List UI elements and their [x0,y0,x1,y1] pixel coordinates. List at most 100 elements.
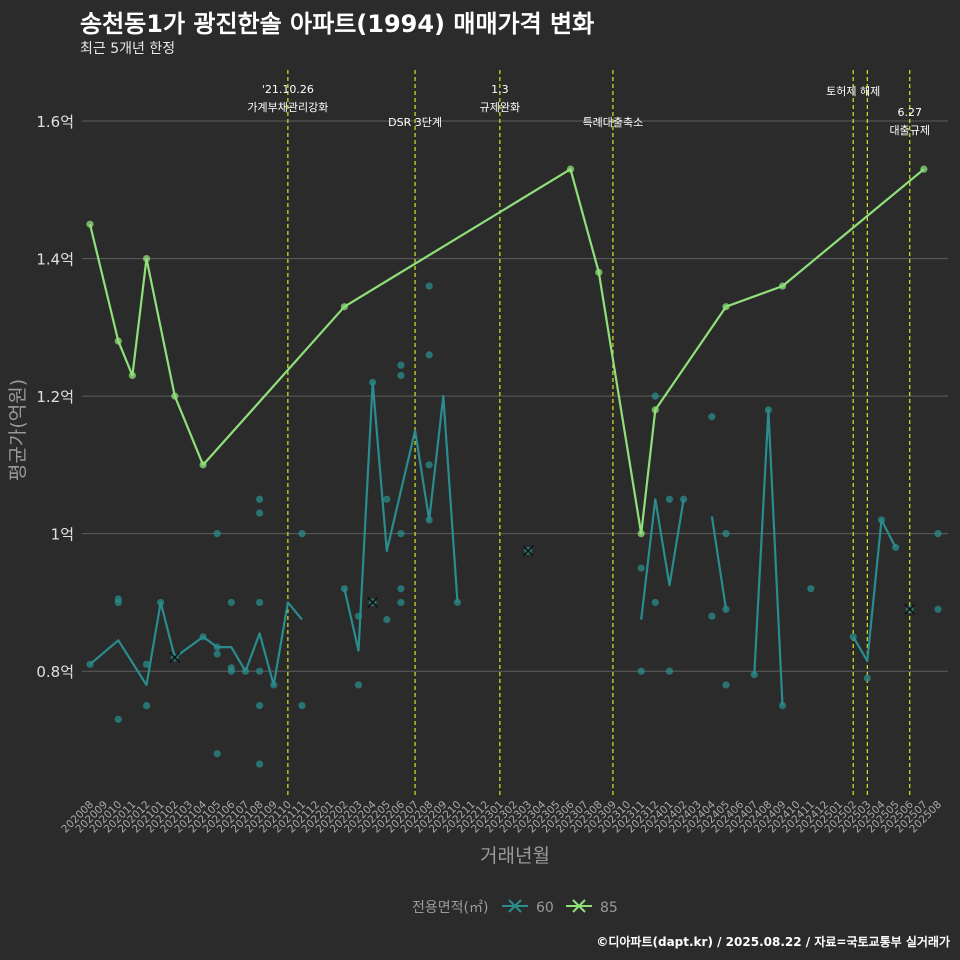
legend-key-60 [502,899,528,913]
cross-marker-60 [169,651,181,663]
data-point-60 [354,681,363,689]
data-point-60 [256,598,264,607]
data-point-85 [142,254,151,263]
data-point-60 [722,681,730,689]
data-point-85 [128,371,136,380]
data-point-60 [722,530,730,538]
legend-label-60: 60 [536,900,554,916]
data-point-60 [142,701,151,710]
legend-key-85 [566,899,592,913]
data-point-60 [114,595,122,603]
data-point-60 [425,516,433,524]
legend: 전용면적(㎡) 60 85 [412,899,618,916]
x-axis-title: 거래년월 [480,845,550,867]
data-point-85 [595,268,603,276]
event-annotation: DSR 3단계 [388,116,442,129]
data-point-60 [708,413,716,421]
data-point-60 [256,760,264,768]
data-point-85 [651,406,659,414]
data-point-60 [199,633,207,641]
data-point-85 [722,303,730,311]
data-point-60 [397,361,405,369]
y-tick-label: 1.6억 [36,113,74,131]
y-tick-label: 1억 [51,526,74,544]
y-tick-label: 0.8억 [36,663,74,681]
data-point-85 [171,392,179,400]
data-point-60 [86,660,94,668]
data-point-60 [637,564,645,572]
data-point-60 [256,667,264,675]
series-layer [86,165,942,768]
data-point-60 [256,509,264,517]
data-point-60 [383,616,391,624]
series-line-85 [88,168,925,535]
data-point-60 [637,667,645,675]
data-point-85 [637,530,645,538]
data-point-60 [863,674,871,682]
data-point-60 [397,530,405,538]
data-point-60 [425,351,433,359]
event-annotation: 가계부채관리강화 [247,101,328,114]
axis-layer: 0.8억1억1.2억1.4억1.6억2020082020092020102020… [36,113,944,835]
data-point-60 [256,701,264,710]
event-annotation: 규제완화 [480,101,520,114]
data-point-60 [213,643,221,651]
y-axis-title: 평균가(억원) [7,379,29,481]
series-line-60 [852,518,897,662]
legend-label-85: 85 [600,900,618,916]
data-point-85 [199,461,207,469]
data-point-60 [397,585,405,593]
data-point-60 [750,671,758,679]
series-line-60 [753,408,784,706]
data-point-60 [397,371,405,380]
cross-marker-60 [522,545,534,557]
data-point-60 [680,495,688,503]
data-point-60 [425,461,433,469]
data-point-60 [270,681,278,689]
data-point-60 [340,585,348,593]
y-tick-label: 1.4억 [36,251,74,269]
data-point-60 [453,598,462,607]
data-point-60 [256,495,264,503]
data-point-60 [298,530,306,538]
data-point-85 [778,282,787,290]
series-line-60 [343,381,459,652]
data-point-60 [807,585,815,593]
data-point-60 [934,605,942,613]
data-point-85 [920,165,928,173]
data-point-60 [397,598,405,607]
data-point-85 [114,337,122,345]
data-point-60 [425,282,433,290]
event-annotation: 특례대출축소 [583,116,644,129]
data-point-85 [566,165,575,173]
data-point-60 [722,605,730,613]
data-point-60 [227,664,235,672]
data-point-60 [142,660,151,668]
source-caption: ©디아파트(dapt.kr) / 2025.08.22 / 자료=국토교통부 실… [596,935,950,949]
event-annotation: 1.3 [491,83,509,96]
chart-subtitle: 최근 5개년 한정 [80,41,176,57]
cross-marker-60 [367,596,379,608]
data-point-60 [157,598,165,607]
data-point-60 [934,530,942,538]
data-point-85 [86,220,94,228]
event-annotation: 6.27 [897,106,922,119]
data-point-60 [849,633,857,641]
series-line-60 [89,601,303,687]
data-point-85 [340,303,348,311]
data-point-60 [383,495,391,503]
event-annotation: 토허제 해제 [826,84,880,98]
data-point-60 [241,667,250,675]
data-point-60 [778,701,787,710]
data-point-60 [369,378,377,386]
data-point-60 [213,530,221,538]
data-point-60 [354,612,363,620]
event-annotation: 대출규제 [889,124,929,137]
grid-layer [82,120,948,672]
y-tick-label: 1.2억 [36,388,74,406]
data-point-60 [764,406,773,414]
data-point-60 [877,516,886,524]
data-point-60 [213,650,221,658]
cross-marker-60 [904,603,916,615]
